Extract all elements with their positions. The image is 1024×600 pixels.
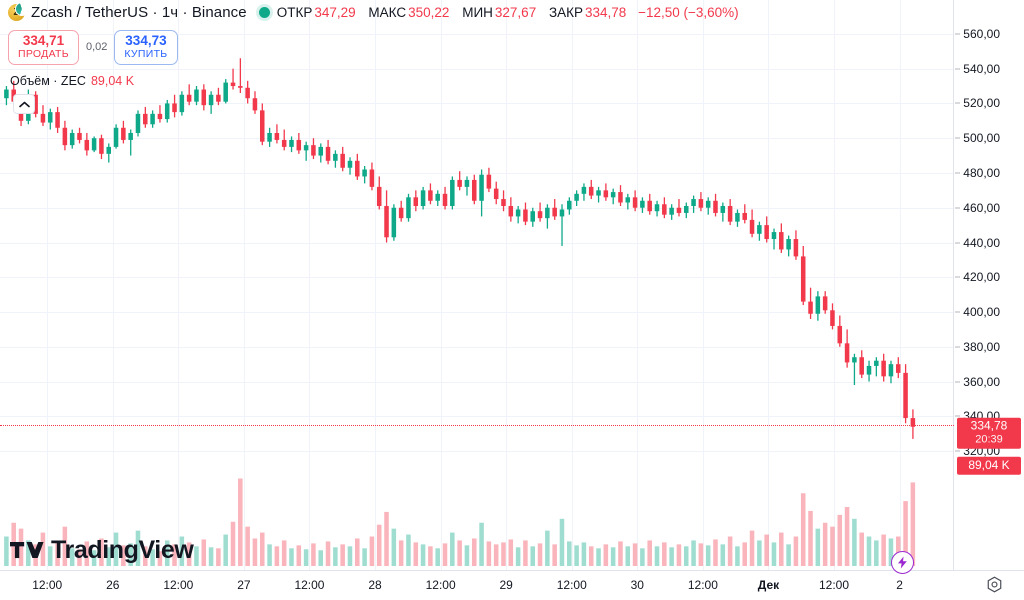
price-axis-label: 380,00: [963, 339, 1000, 354]
sell-label: ПРОДАТЬ: [18, 47, 69, 60]
zcash-coin-icon: Z: [8, 2, 29, 21]
volume-legend[interactable]: Объём · ZEC 89,04 K: [10, 74, 134, 88]
chart-settings-gear-icon[interactable]: [986, 576, 1003, 598]
price-change: −12,50 (−3,60%): [638, 5, 739, 20]
open-label: ОТКР: [276, 5, 313, 20]
chevron-up-icon[interactable]: [13, 94, 35, 114]
price-axis-label: 540,00: [963, 61, 1000, 76]
symbol-title[interactable]: Zcash / TetherUS · 1ч · Binance: [31, 4, 247, 21]
price-axis-label: 460,00: [963, 200, 1000, 215]
ohlc-values: ОТКР 347,29 МАКС 350,22 МИН 327,67 ЗАКР 334,…: [277, 5, 739, 20]
tradingview-logo-icon: [10, 539, 44, 562]
price-axis-label: 500,00: [963, 131, 1000, 146]
price-axis-label: 440,00: [963, 235, 1000, 250]
market-open-dot-icon: [258, 7, 270, 18]
price-axis-tick: [955, 346, 960, 348]
candlestick-series: [4, 58, 916, 439]
volume-legend-value: 89,04 K: [90, 74, 135, 88]
time-axis-label: 12:00: [687, 578, 718, 592]
open-value: 347,29: [314, 5, 356, 20]
high-value: 350,22: [408, 5, 450, 20]
sell-button[interactable]: 334,71 ПРОДАТЬ: [8, 30, 79, 65]
time-axis-label: 2: [896, 578, 903, 592]
volume-legend-label: Объём · ZEC: [10, 74, 86, 88]
price-axis-tick: [955, 172, 960, 174]
low-value: 327,67: [494, 5, 537, 20]
price-axis-label: 360,00: [963, 374, 1000, 389]
price-axis-tick: [955, 276, 960, 278]
spread-value: 0,02: [85, 41, 108, 54]
chart-gridlines: [0, 0, 954, 570]
time-axis-label: 12:00: [818, 578, 850, 592]
chart-pane[interactable]: [0, 0, 954, 570]
price-axis-tick: [955, 137, 960, 139]
price-axis-label: 560,00: [963, 26, 1000, 41]
price-axis[interactable]: 560,00 540,00 520,00 500,00 480,00 460,00 440,…: [955, 0, 1024, 570]
chart-legend-header: Z Zcash / TetherUS · 1ч · Binance ОТКР34…: [8, 2, 739, 21]
trade-buttons-row: 334,71 ПРОДАТЬ 0,02 334,73 КУПИТЬ: [8, 30, 178, 65]
time-axis-label: 12:00: [556, 578, 587, 592]
price-axis-label: 400,00: [963, 305, 1000, 320]
time-axis-label: 12:00: [425, 578, 456, 592]
price-axis-tick: [955, 102, 960, 104]
time-axis-label: 12:00: [163, 578, 194, 592]
price-axis-tick: [955, 242, 960, 243]
price-axis-tick: [955, 311, 960, 313]
high-label: МАКС: [368, 5, 407, 20]
volume-value-badge: 89,04 K: [957, 456, 1021, 476]
price-axis-tick: [955, 415, 960, 417]
price-axis-label: 480,00: [963, 165, 1000, 180]
time-axis-label: 27: [237, 578, 251, 592]
price-axis-tick: [955, 381, 960, 383]
time-axis[interactable]: 12:00 26 12:00 27 12:00 28 12:00 29 12:00 30 12:00…: [0, 570, 1024, 600]
lightning-bolt-icon[interactable]: [891, 551, 914, 574]
axis-separator: [953, 0, 954, 570]
price-axis-tick: [955, 33, 960, 35]
volume-series: [4, 478, 916, 566]
close-label: ЗАКР: [548, 5, 583, 20]
close-value: 334,78: [585, 5, 627, 20]
tradingview-watermark: TradingView: [10, 536, 194, 565]
buy-label: КУПИТЬ: [124, 47, 168, 60]
buy-price: 334,73: [125, 33, 167, 48]
current-price-badge[interactable]: 334,78 20:39: [957, 418, 1021, 449]
time-axis-label: 29: [499, 578, 513, 592]
price-axis-label: 420,00: [963, 270, 1000, 285]
watermark-text: TradingView: [51, 536, 194, 564]
price-axis-tick: [955, 68, 960, 70]
current-price-line: [0, 425, 954, 427]
time-axis-label: 12:00: [294, 578, 325, 592]
time-axis-label: 12:00: [32, 578, 63, 592]
price-axis-label: 520,00: [963, 96, 1000, 111]
time-axis-label: 26: [106, 578, 120, 592]
buy-button[interactable]: 334,73 КУПИТЬ: [114, 30, 178, 65]
low-label: МИН: [462, 5, 493, 20]
time-axis-label: 28: [368, 578, 382, 592]
sell-price: 334,71: [22, 33, 65, 48]
time-axis-label: Дек: [757, 578, 780, 592]
time-axis-label: 30: [630, 578, 644, 592]
price-axis-tick: [955, 207, 960, 209]
price-axis-tick: [955, 450, 960, 452]
